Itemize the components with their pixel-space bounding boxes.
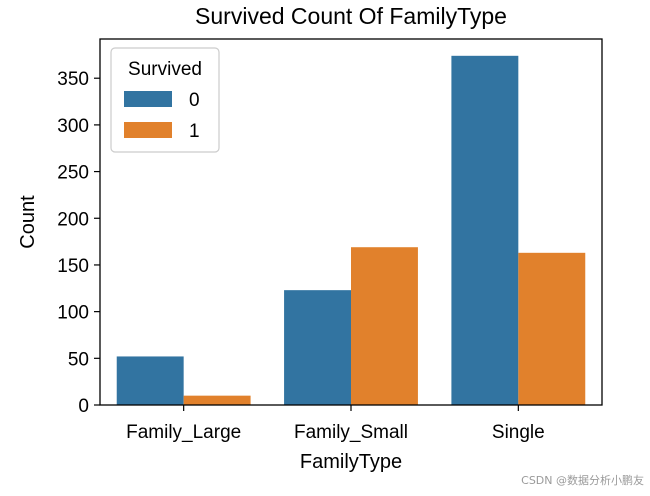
- plot-frame: [99, 38, 603, 406]
- bar-family-small-survived-1: [351, 247, 418, 405]
- watermark: CSDN @数据分析小鹏友: [521, 474, 644, 487]
- bars-group: [116, 55, 586, 406]
- bar-family-small-survived-0: [284, 290, 351, 405]
- legend-swatch-1: [124, 122, 172, 138]
- y-tick-label: 100: [57, 303, 89, 324]
- y-tick-label: 200: [57, 209, 89, 230]
- x-tick-label-family-small: Family_Small: [294, 422, 408, 443]
- y-tick-label: 0: [78, 396, 89, 417]
- x-axis-label: FamilyType: [300, 451, 402, 473]
- x-tick-label-single: Single: [492, 422, 545, 443]
- x-tick-label-family-large: Family_Large: [126, 422, 241, 443]
- legend-label-0: 0: [189, 90, 200, 111]
- legend-label-1: 1: [189, 121, 200, 142]
- bar-single-survived-1: [518, 252, 586, 405]
- y-axis: 0 50 100 150 200 250 300 350: [57, 69, 100, 417]
- chart-title: Survived Count Of FamilyType: [195, 3, 507, 29]
- y-tick-label: 250: [57, 163, 89, 184]
- bar-single-survived-0: [451, 55, 519, 406]
- y-tick-label: 350: [57, 69, 89, 90]
- x-axis: Family_Large Family_Small Single: [126, 405, 545, 443]
- y-tick-label: 50: [68, 349, 89, 370]
- legend-swatch-0: [124, 91, 172, 107]
- y-tick-label: 300: [57, 116, 89, 137]
- y-axis-label: Count: [17, 195, 39, 249]
- legend: Survived 0 1: [110, 47, 220, 153]
- bar-family-large-survived-1: [183, 395, 251, 405]
- y-tick-label: 150: [57, 256, 89, 277]
- bar-family-large-survived-0: [116, 356, 184, 405]
- legend-title: Survived: [128, 59, 202, 80]
